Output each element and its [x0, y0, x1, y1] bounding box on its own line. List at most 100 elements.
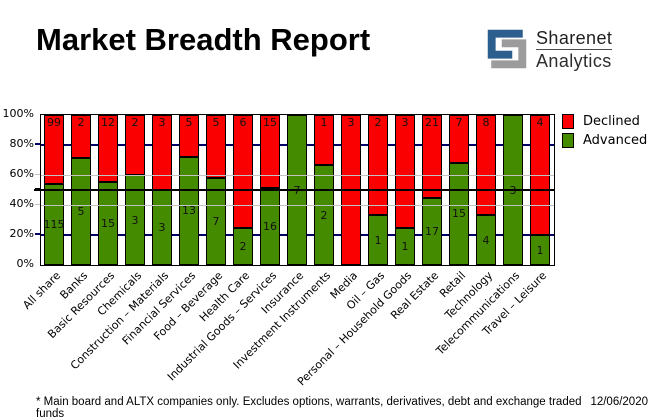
declined-segment: 2	[71, 115, 91, 158]
y-tick-label-0: 0%	[16, 257, 34, 270]
y-tick-label-20: 20%	[9, 227, 34, 240]
legend-item-declined: Declined	[562, 112, 647, 131]
gridline-50	[34, 189, 554, 191]
declined-segment: 21	[422, 115, 442, 198]
sharenet-logo-icon	[487, 29, 527, 69]
declined-value: 99	[47, 116, 61, 129]
advanced-segment: 15	[98, 181, 118, 265]
report-date: 12/06/2020	[590, 396, 648, 408]
advanced-legend-label: Advanced	[583, 133, 648, 148]
advanced-segment: 5	[71, 157, 91, 265]
advanced-value: 1	[536, 243, 544, 257]
declined-value: 5	[185, 116, 193, 129]
gridline-40	[41, 204, 554, 206]
y-tick-mark-60	[35, 173, 40, 175]
advanced-segment: 1	[395, 227, 415, 265]
advanced-segment: 2	[314, 165, 334, 265]
advanced-value: 4	[482, 233, 490, 247]
logo-text: Sharenet Analytics	[536, 28, 613, 71]
declined-value: 6	[239, 116, 247, 129]
declined-value: 21	[425, 116, 439, 129]
declined-segment: 99	[44, 115, 64, 185]
footnote: * Main board and ALTX companies only. Ex…	[36, 396, 582, 420]
declined-swatch	[562, 114, 574, 129]
declined-value: 8	[482, 116, 490, 129]
advanced-value: 1	[374, 233, 382, 247]
y-tick-mark-80	[35, 143, 40, 145]
gridline-60	[41, 174, 554, 176]
y-tick-mark-20	[35, 233, 40, 235]
declined-value: 15	[263, 116, 277, 129]
declined-segment: 5	[206, 115, 226, 178]
advanced-segment: 15	[449, 162, 469, 265]
advanced-value: 15	[101, 216, 115, 230]
advanced-value: 13	[182, 204, 196, 218]
declined-segment: 2	[368, 115, 388, 215]
declined-segment: 12	[98, 115, 118, 182]
advanced-value: 2	[320, 208, 328, 222]
y-tick-label-100: 100%	[2, 107, 34, 120]
declined-value: 3	[347, 116, 355, 129]
declined-segment: 8	[476, 115, 496, 215]
declined-value: 12	[101, 116, 115, 129]
advanced-value: 15	[452, 207, 466, 221]
y-tick-label-40: 40%	[9, 197, 34, 210]
advanced-segment: 1	[368, 215, 388, 265]
declined-segment: 1	[314, 115, 334, 165]
declined-legend-label: Declined	[583, 114, 640, 129]
bar-real-estate: 21 17	[422, 115, 442, 265]
y-tick-mark-40	[35, 203, 40, 205]
bar-retail: 7 15	[449, 115, 469, 265]
sharenet-logo: Sharenet Analytics	[486, 28, 613, 71]
plot-area: 9911525121523335135762151671232131211771…	[34, 114, 555, 266]
advanced-value: 3	[131, 213, 139, 227]
legend-item-advanced: Advanced	[562, 131, 647, 150]
declined-segment: 3	[152, 115, 172, 190]
declined-value: 5	[212, 116, 220, 129]
declined-segment: 7	[449, 115, 469, 163]
advanced-segment: 13	[179, 156, 199, 265]
declined-value: 2	[77, 116, 85, 129]
declined-value: 3	[401, 116, 409, 129]
advanced-segment: 1	[530, 235, 550, 265]
advanced-value: 3	[158, 221, 166, 234]
y-tick-label-60: 60%	[9, 167, 34, 180]
advanced-segment: 3	[152, 190, 172, 265]
logo-name: Sharenet	[536, 28, 613, 48]
advanced-segment: 16	[260, 187, 280, 265]
declined-segment: 2	[125, 115, 145, 175]
advanced-value: 5	[77, 204, 85, 218]
declined-segment: 3	[395, 115, 415, 228]
footer: * Main board and ALTX companies only. Ex…	[36, 396, 648, 420]
declined-segment: 15	[260, 115, 280, 188]
declined-segment: 5	[179, 115, 199, 157]
logo-subname: Analytics	[536, 51, 612, 71]
advanced-segment: 17	[422, 197, 442, 265]
advanced-value: 7	[212, 214, 220, 228]
declined-value: 7	[455, 116, 463, 129]
declined-value: 2	[374, 116, 382, 129]
legend: Declined Advanced	[562, 112, 647, 150]
bar-industrial-goods-services: 15 16	[260, 115, 280, 265]
declined-value: 2	[131, 116, 139, 129]
bar-basic-resources: 12 15	[98, 115, 118, 265]
advanced-value: 2	[239, 239, 247, 253]
advanced-segment: 115	[44, 184, 65, 265]
advanced-segment: 2	[233, 227, 253, 265]
advanced-swatch	[562, 133, 574, 148]
declined-value: 3	[158, 116, 166, 129]
advanced-segment: 7	[206, 177, 226, 265]
y-tick-label-80: 80%	[9, 137, 34, 150]
declined-segment: 6	[233, 115, 253, 228]
advanced-value: 1	[401, 239, 409, 253]
advanced-value: 17	[425, 224, 439, 238]
advanced-segment: 4	[476, 215, 496, 265]
declined-value: 1	[320, 116, 328, 129]
declined-value: 4	[536, 116, 544, 129]
